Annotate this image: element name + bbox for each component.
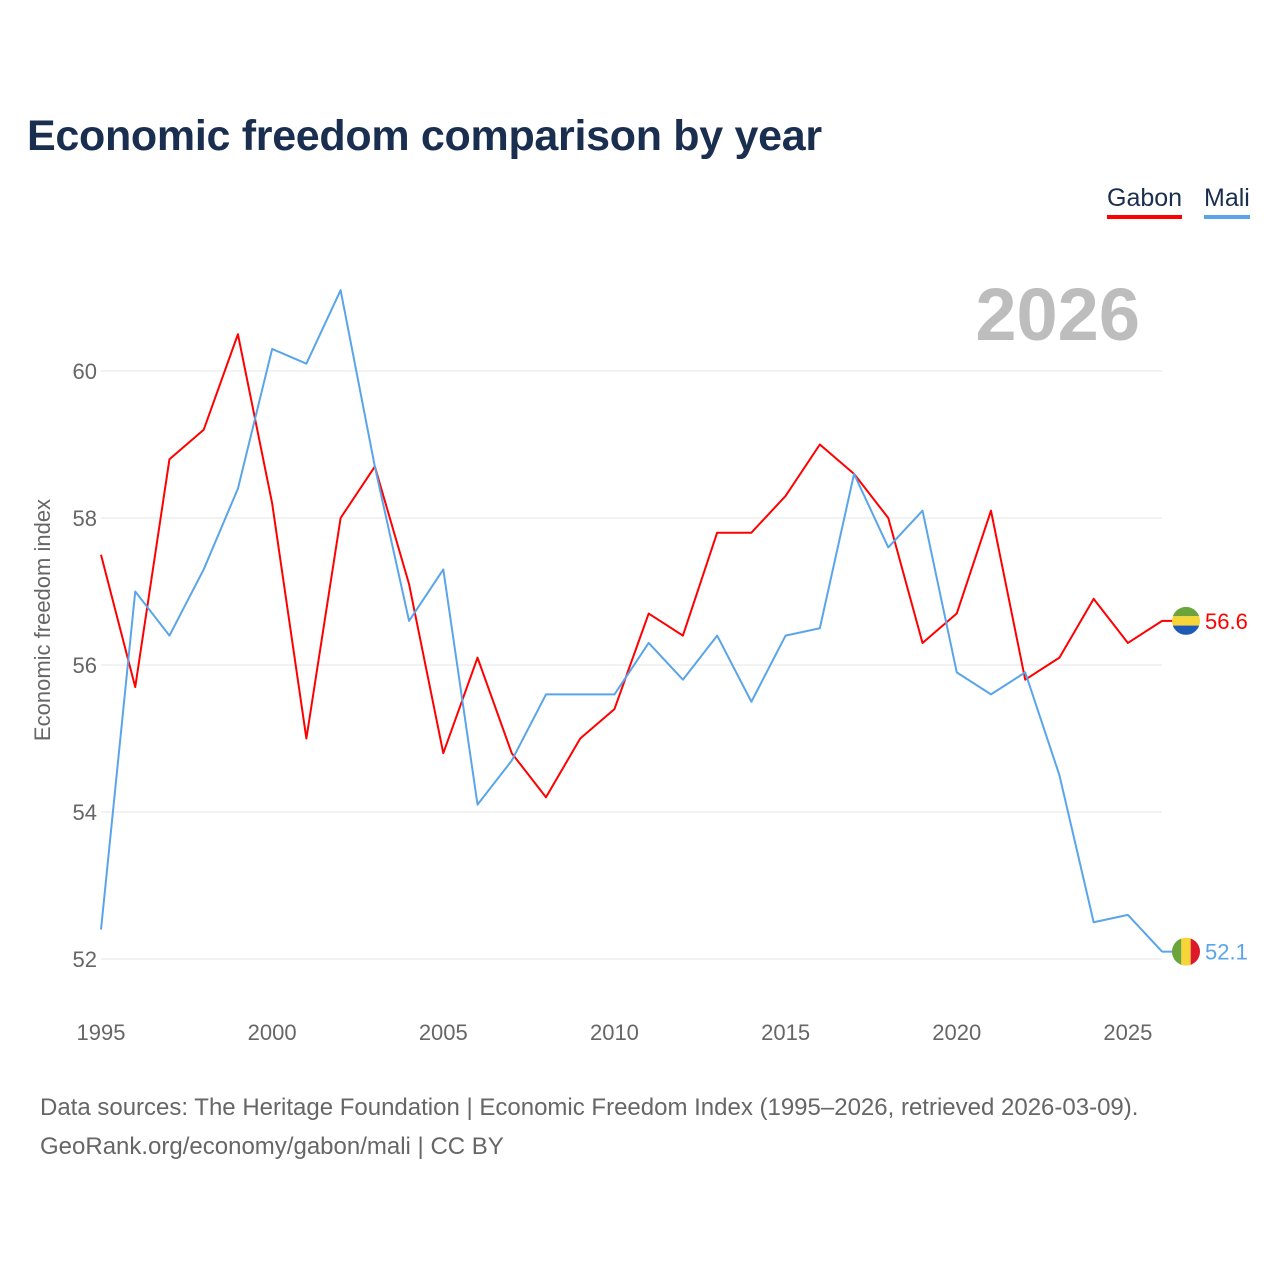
end-value-label: 56.6 [1205,609,1248,634]
end-value-label: 52.1 [1205,940,1248,965]
y-tick-label: 60 [73,359,97,384]
current-year-label: 2026 [975,273,1140,356]
y-tick-label: 52 [73,947,97,972]
x-tick-label: 2010 [590,1020,639,1045]
flag-gabon-icon [1172,606,1200,635]
chart-title: Economic freedom comparison by year [27,112,822,160]
footer-link[interactable]: GeoRank.org/economy/gabon/mali | CC BY [40,1133,504,1160]
legend-gabon[interactable]: Gabon [1107,184,1183,219]
y-axis-label: Economic freedom index [30,499,55,741]
footer: Data sources: The Heritage Foundation | … [40,1088,1138,1166]
y-tick-label: 56 [73,653,97,678]
series-line-gabon[interactable] [100,333,1163,799]
x-tick-label: 2015 [761,1020,810,1045]
y-tick-label: 54 [73,800,97,825]
y-tick-label: 58 [73,506,97,531]
x-tick-label: 2020 [932,1020,981,1045]
x-tick-label: 1995 [77,1020,126,1045]
x-tick-label: 2025 [1103,1020,1152,1045]
series-line-mali[interactable] [100,289,1163,953]
legend-mali[interactable]: Mali [1204,184,1250,219]
x-tick-label: 2005 [419,1020,468,1045]
x-tick-label: 2000 [248,1020,297,1045]
footer-sources: Data sources: The Heritage Foundation | … [40,1094,1139,1121]
flag-mali-icon [1172,937,1200,966]
